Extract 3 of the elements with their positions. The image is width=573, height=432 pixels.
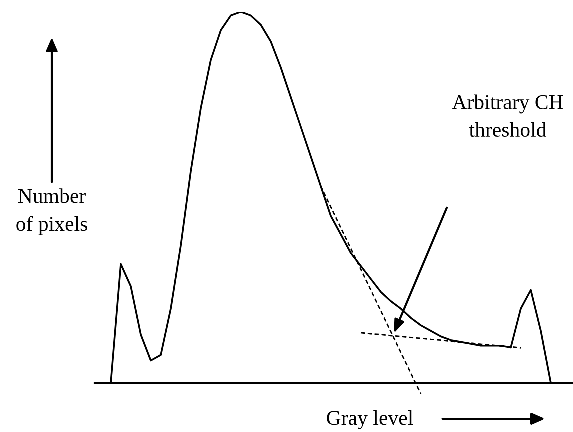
x-axis-title: Gray level: [327, 410, 414, 430]
y-axis-title: Number of pixels: [16, 188, 88, 236]
annotation: Arbitrary CH threshold: [452, 94, 564, 138]
